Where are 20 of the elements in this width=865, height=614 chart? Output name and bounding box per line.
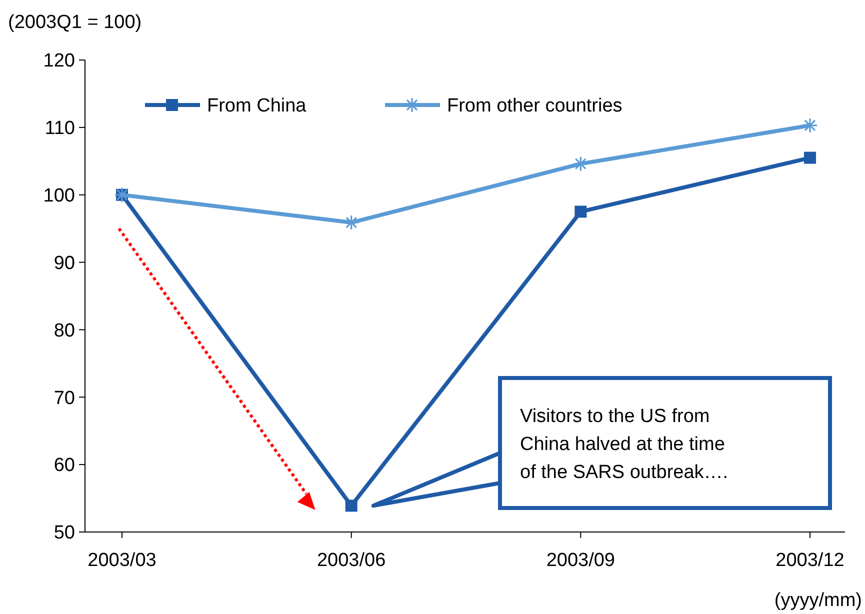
- point: [574, 206, 587, 218]
- y-axis-title: (2003Q1 = 100): [8, 12, 142, 33]
- legend-label: From other countries: [447, 96, 622, 117]
- y-tick-label: 60: [54, 455, 75, 476]
- legend-label: From China: [207, 96, 307, 117]
- y-tick-label: 50: [54, 522, 75, 544]
- x-axis-title: (yyyy/mm): [774, 590, 862, 611]
- x-tick-label: 2003/06: [316, 550, 386, 571]
- point: [345, 500, 358, 512]
- y-tick-label: 120: [43, 50, 75, 72]
- x-tick-label: 2003/12: [776, 550, 844, 571]
- y-tick-label: 110: [44, 118, 75, 140]
- point: [804, 152, 816, 164]
- y-tick-label: 100: [43, 186, 75, 207]
- y-tick-label: 80: [54, 320, 75, 342]
- x-tick-label: 2003/09: [546, 550, 616, 571]
- y-tick-label: 90: [54, 252, 75, 274]
- x-tick-label: 2003/03: [88, 550, 156, 571]
- y-tick-label: 70: [54, 388, 75, 409]
- annotation: Visitors to the US from China halved at the time of the SARS outbreak….: [520, 406, 728, 483]
